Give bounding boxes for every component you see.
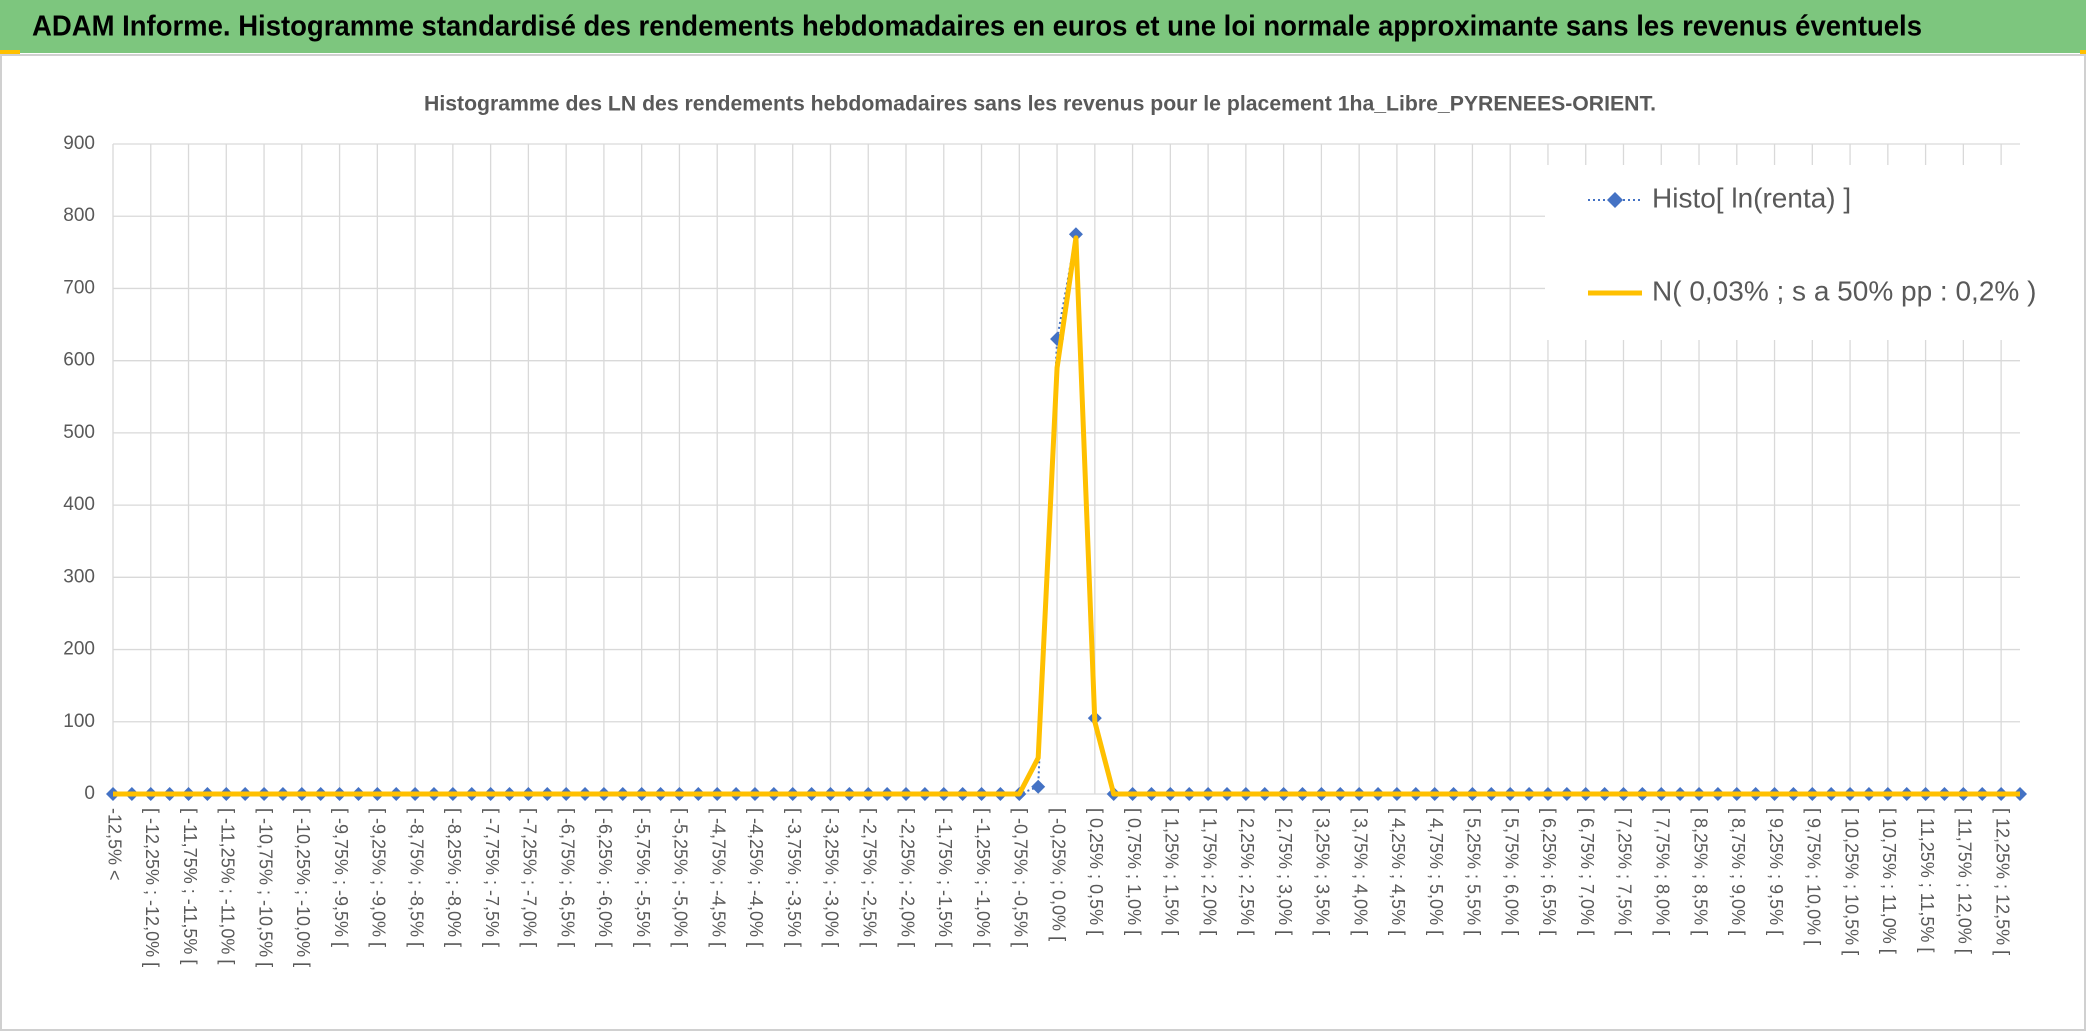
x-tick-label: [ 9,75% ; 10,0% [ bbox=[1804, 808, 1824, 945]
x-tick-label: [ -8,75% ; -8,5% [ bbox=[406, 808, 426, 947]
chart-title: Histogramme des LN des rendements hebdom… bbox=[424, 93, 1656, 116]
legend-label: N( 0,03% ; s a 50% pp : 0,2% ) bbox=[1652, 275, 2036, 306]
x-tick-label: [ 7,75% ; 8,0% [ bbox=[1653, 808, 1673, 935]
x-tick-label: [ -6,25% ; -6,0% [ bbox=[595, 808, 615, 947]
x-tick-label: [ 4,75% ; 5,0% [ bbox=[1426, 808, 1446, 935]
x-tick-label: [ 4,25% ; 4,5% [ bbox=[1388, 808, 1408, 935]
y-tick-label: 600 bbox=[63, 350, 95, 371]
x-tick-label: [ 12,25% ; 12,5% [ bbox=[1992, 808, 2012, 955]
legend-box bbox=[1545, 165, 2020, 340]
page-title: ADAM Informe. Histogramme standardisé de… bbox=[32, 11, 1922, 43]
x-tick-label: [ -10,25% ; -10,0% [ bbox=[293, 808, 313, 967]
y-tick-label: 900 bbox=[63, 133, 95, 154]
header-bar bbox=[0, 0, 2086, 53]
x-tick-label: [ 6,25% ; 6,5% [ bbox=[1539, 808, 1559, 935]
x-tick-label: [ -9,25% ; -9,0% [ bbox=[369, 808, 389, 947]
x-tick-label: [ -11,75% ; -11,5% [ bbox=[180, 808, 200, 964]
x-tick-label: [ 2,25% ; 2,5% [ bbox=[1237, 808, 1257, 935]
x-tick-label: [ -7,75% ; -7,5% [ bbox=[482, 808, 502, 947]
x-tick-label: [ 0,75% ; 1,0% [ bbox=[1124, 808, 1144, 935]
x-tick-label: [ 3,75% ; 4,0% [ bbox=[1350, 808, 1370, 935]
series-line bbox=[113, 235, 2020, 797]
data-point bbox=[1031, 779, 1046, 794]
x-tick-label: [ -4,75% ; -4,5% [ bbox=[708, 808, 728, 947]
x-tick-label: [ -0,25% ; 0,0% [ bbox=[1048, 808, 1068, 941]
x-tick-label: [ -7,25% ; -7,0% [ bbox=[520, 808, 540, 947]
x-tick-label: [ -8,25% ; -8,0% [ bbox=[444, 808, 464, 947]
x-tick-label: [ 11,25% ; 11,5% [ bbox=[1917, 808, 1937, 952]
y-tick-label: 200 bbox=[63, 639, 95, 660]
x-tick-label: [ -2,75% ; -2,5% [ bbox=[859, 808, 879, 947]
x-tick-label: [ 0,25% ; 0,5% [ bbox=[1086, 808, 1106, 935]
x-tick-label: [ 8,25% ; 8,5% [ bbox=[1690, 808, 1710, 935]
x-tick-label: [ 8,75% ; 9,0% [ bbox=[1728, 808, 1748, 935]
x-tick-label: [ 5,75% ; 6,0% [ bbox=[1501, 808, 1521, 935]
y-tick-label: 0 bbox=[84, 783, 95, 804]
y-tick-label: 700 bbox=[63, 277, 95, 298]
x-tick-label: [ 3,25% ; 3,5% [ bbox=[1313, 808, 1333, 935]
x-tick-label: [ 11,75% ; 12,0% [ bbox=[1955, 808, 1975, 954]
y-tick-label: 300 bbox=[63, 566, 95, 587]
x-tick-label: [ -2,25% ; -2,0% [ bbox=[897, 808, 917, 947]
x-tick-label: [ -3,25% ; -3,0% [ bbox=[822, 808, 842, 947]
x-tick-label: [ -0,75% ; -0,5% [ bbox=[1011, 808, 1031, 947]
x-tick-label: [ -5,75% ; -5,5% [ bbox=[633, 808, 653, 947]
y-tick-label: 400 bbox=[63, 494, 95, 515]
x-tick-label: -12,5% < bbox=[104, 808, 124, 881]
x-tick-label: [ 2,75% ; 3,0% [ bbox=[1275, 808, 1295, 935]
x-tick-label: [ -11,25% ; -11,0% [ bbox=[218, 808, 238, 964]
y-tick-label: 100 bbox=[63, 711, 95, 732]
x-tick-label: [ 7,25% ; 7,5% [ bbox=[1615, 808, 1635, 935]
x-tick-label: [ -3,75% ; -3,5% [ bbox=[784, 808, 804, 947]
x-tick-label: [ -9,75% ; -9,5% [ bbox=[331, 808, 351, 947]
x-tick-label: [ -4,25% ; -4,0% [ bbox=[746, 808, 766, 947]
x-tick-label: [ -12,25% ; -12,0% [ bbox=[142, 808, 162, 967]
x-tick-label: [ 1,75% ; 2,0% [ bbox=[1199, 808, 1219, 935]
x-tick-label: [ 10,75% ; 11,0% [ bbox=[1879, 808, 1899, 954]
legend-swatch bbox=[1607, 192, 1623, 208]
x-tick-label: [ 5,25% ; 5,5% [ bbox=[1464, 808, 1484, 935]
y-tick-label: 800 bbox=[63, 205, 95, 226]
x-tick-label: [ -10,75% ; -10,5% [ bbox=[255, 808, 275, 967]
x-tick-label: [ 1,25% ; 1,5% [ bbox=[1162, 808, 1182, 935]
x-tick-label: [ -1,25% ; -1,0% [ bbox=[973, 808, 993, 947]
x-tick-label: [ -1,75% ; -1,5% [ bbox=[935, 808, 955, 947]
x-tick-label: [ 6,75% ; 7,0% [ bbox=[1577, 808, 1597, 935]
x-tick-label: [ -6,75% ; -6,5% [ bbox=[557, 808, 577, 947]
x-tick-label: [ 9,25% ; 9,5% [ bbox=[1766, 808, 1786, 935]
x-tick-label: [ 10,25% ; 10,5% [ bbox=[1841, 808, 1861, 955]
legend-label: Histo[ ln(renta) ] bbox=[1652, 182, 1851, 213]
data-point bbox=[1068, 227, 1083, 242]
x-tick-label: [ -5,25% ; -5,0% [ bbox=[671, 808, 691, 947]
y-tick-label: 500 bbox=[63, 422, 95, 443]
